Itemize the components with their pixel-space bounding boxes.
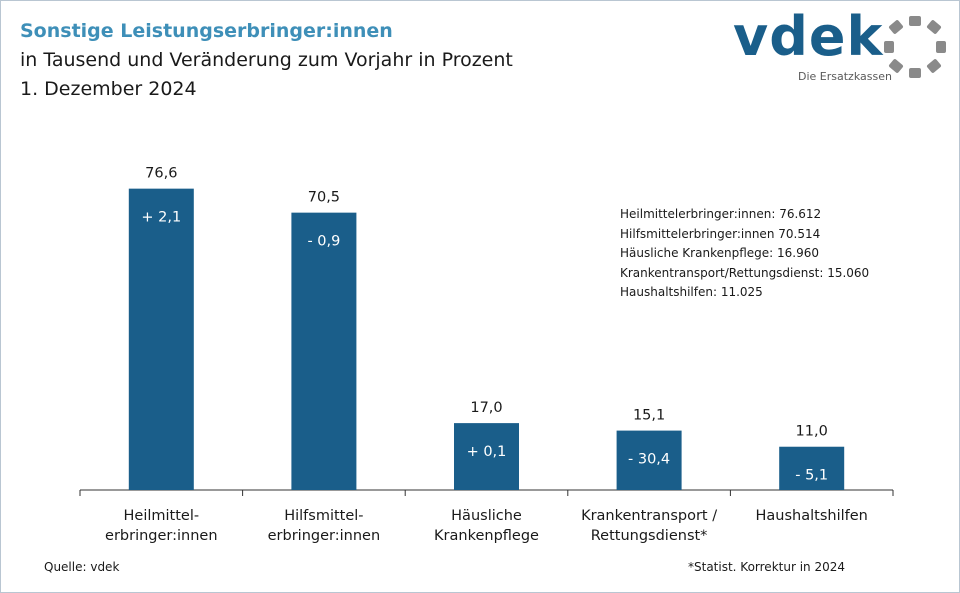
x-tick-label-line: Rettungsdienst* [590, 528, 708, 544]
info-line: Hilfsmittelerbringer:innen 70.514 [620, 226, 821, 241]
bar [291, 212, 357, 491]
bar-change-label: + 2,1 [141, 210, 181, 226]
x-tick-label: Krankentransport / Rettungsdienst* [574, 506, 724, 546]
info-line: Krankentransport/Rettungsdienst: 15.060 [620, 265, 870, 280]
bar [616, 430, 682, 490]
chart-subtitle: in Tausend und Veränderung zum Vorjahr i… [20, 49, 513, 71]
bar-change-label: - 5,1 [795, 468, 828, 484]
bar [454, 423, 519, 490]
x-tick-label-line: erbringer:innen [267, 528, 381, 544]
info-line: Heilmittelerbringer:innen: 76.612 [620, 207, 822, 221]
chart-title: Sonstige Leistungserbringer:innen [20, 20, 393, 42]
x-tick-label-line: Hilfsmittel- [284, 508, 364, 524]
x-tick-label: Häusliche Krankenpflege [412, 506, 562, 546]
vdek-tagline: Die Ersatzkassen [798, 70, 892, 83]
x-tick-label-line: erbringer:innen [105, 528, 218, 544]
bar-value-label: 11,0 [796, 424, 828, 440]
footnote: *Statist. Korrektur in 2024 [688, 560, 845, 574]
vdek-logo: vdek [733, 5, 884, 68]
bar-value-label: 70,5 [308, 190, 340, 206]
x-tick-label-line: Heilmittel- [123, 508, 200, 524]
bar-change-label: + 0,1 [467, 444, 507, 460]
info-box: Heilmittelerbringer:innen: 76.612 Hilfsm… [620, 205, 869, 303]
bar-change-label: - 0,9 [307, 234, 340, 250]
bar-value-label: 76,6 [145, 166, 177, 182]
x-tick-label: Hilfsmittel-erbringer:innen [249, 506, 399, 546]
bar [128, 188, 194, 490]
vdek-logo-ring-icon [884, 16, 946, 78]
x-tick-label-line: Haushaltshilfen [755, 508, 868, 524]
bar-change-label: - 30,4 [628, 452, 670, 468]
info-line: Haushaltshilfen: 11.025 [620, 285, 763, 299]
x-tick-label: Heilmittel-erbringer:innen [86, 506, 236, 546]
source-note: Quelle: vdek [44, 560, 120, 574]
x-tick-label: Haushaltshilfen [737, 506, 887, 526]
bar-value-label: 17,0 [470, 400, 502, 416]
info-line: Häusliche Krankenpflege: 16.960 [620, 246, 819, 260]
x-tick-label-line: Häusliche [451, 508, 522, 524]
bar [779, 446, 845, 490]
bar-value-label: 15,1 [633, 408, 665, 424]
x-tick-label-line: Krankentransport / [581, 508, 718, 524]
chart-date: 1. Dezember 2024 [20, 78, 197, 100]
x-tick-label-line: Krankenpflege [434, 528, 539, 544]
